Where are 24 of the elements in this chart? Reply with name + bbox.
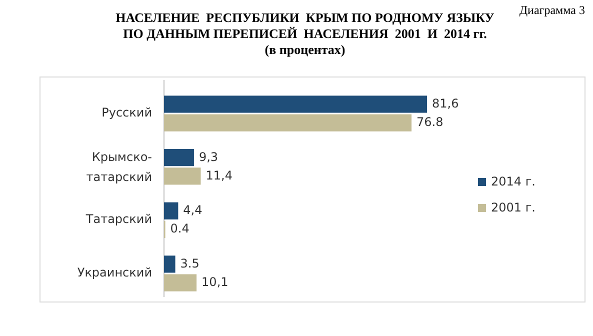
data-label: 76.8 bbox=[416, 115, 444, 130]
bar bbox=[164, 256, 176, 273]
bar bbox=[164, 148, 194, 166]
bar bbox=[164, 114, 412, 132]
legend-label: 2001 г. bbox=[491, 200, 536, 214]
y-tick-label: Русский bbox=[102, 106, 152, 120]
y-tick-label: Татарский bbox=[84, 212, 152, 226]
data-label: 4,4 bbox=[183, 203, 202, 218]
data-label: 3.5 bbox=[180, 256, 200, 270]
bar bbox=[164, 274, 197, 292]
data-label: 81,6 bbox=[432, 96, 459, 111]
data-label: 0.4 bbox=[170, 222, 190, 236]
chart-title: НАСЕЛЕНИЕ РЕСПУБЛИКИ КРЫМ ПО РОДНОМУ ЯЗЫКУ ПО ДАННЫМ ПЕРЕПИСЕЙ НАСЕЛЕНИЯ 2001 И 2014 гг. bbox=[116, 10, 495, 41]
legend-label: 2014 г. bbox=[491, 174, 536, 188]
chart-subtitle: (в процентах) bbox=[264, 42, 346, 57]
bar bbox=[164, 168, 201, 185]
y-tick-label: Украинский bbox=[77, 266, 152, 280]
data-label: 11,4 bbox=[206, 168, 232, 182]
data-label: 9,3 bbox=[198, 150, 218, 164]
bar bbox=[164, 96, 427, 113]
y-tick-label: Крымско-татарский bbox=[86, 150, 152, 184]
bar bbox=[164, 202, 178, 220]
data-label: 10,1 bbox=[202, 275, 228, 290]
text: Диаграмма 3 bbox=[519, 3, 585, 17]
